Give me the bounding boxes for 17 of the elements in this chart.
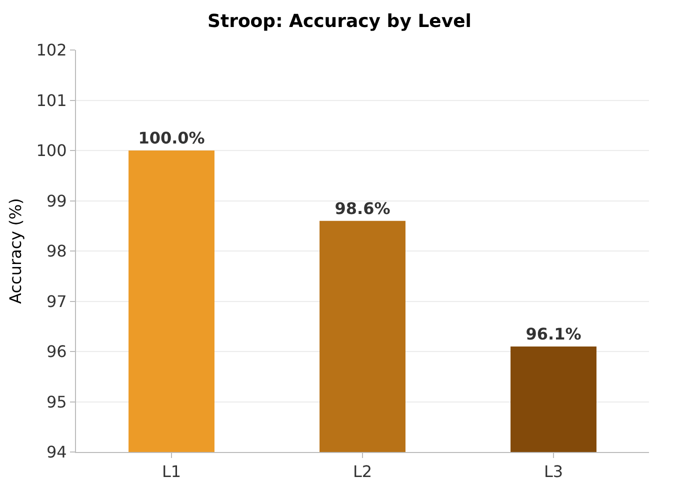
y-tick-label: 101 [36, 90, 67, 110]
data-label: 100.0% [138, 128, 205, 148]
data-label: 96.1% [526, 324, 582, 344]
y-tick-label: 96 [46, 342, 67, 362]
x-tick-label: L3 [544, 462, 564, 482]
y-tick-label: 95 [46, 392, 67, 412]
y-tick-label: 98 [46, 242, 67, 261]
x-tick-label: L2 [352, 462, 372, 482]
chart-title: Stroop: Accuracy by Level [208, 11, 472, 32]
y-axis-title: Accuracy (%) [6, 198, 26, 304]
y-tick-label: 99 [46, 191, 67, 210]
x-tick-label: L1 [162, 462, 182, 482]
y-tick-label: 94 [46, 442, 67, 462]
y-tick-label: 100 [36, 141, 67, 160]
y-tick-label: 97 [46, 292, 67, 311]
data-label: 98.6% [334, 198, 390, 218]
y-tick-label: 102 [36, 40, 67, 60]
